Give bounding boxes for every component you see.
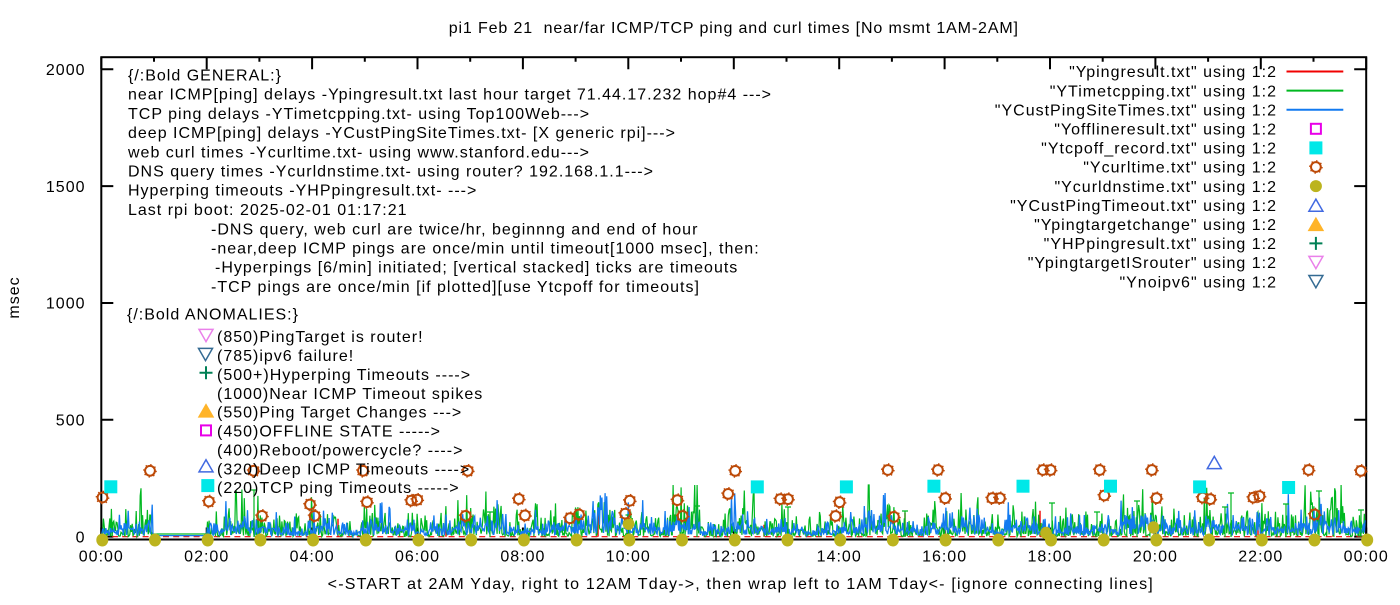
svg-text:(500+)Hyperping Timeouts ---->: (500+)Hyperping Timeouts ----> (217, 367, 471, 384)
svg-text:DNS query times -Ycurldnstime.: DNS query times -Ycurldnstime.txt- using… (128, 164, 654, 181)
svg-text:"Ytcpoff_record.txt" using 1:2: "Ytcpoff_record.txt" using 1:2 (1041, 141, 1277, 158)
svg-text:04:00: 04:00 (290, 549, 335, 566)
svg-text:(550)Ping Target Changes --->: (550)Ping Target Changes ---> (217, 405, 462, 422)
svg-text:"YpingtargetISrouter" using 1:: "YpingtargetISrouter" using 1:2 (1028, 255, 1277, 272)
svg-text:(400)Reboot/powercycle? ---->: (400)Reboot/powercycle? ----> (217, 443, 463, 460)
svg-text:0: 0 (76, 529, 86, 546)
svg-text:-TCP pings are once/min [if pl: -TCP pings are once/min [if plotted][use… (211, 279, 700, 296)
svg-text:"Ycurltime.txt" using 1:2: "Ycurltime.txt" using 1:2 (1083, 160, 1277, 177)
svg-text:{/:Bold GENERAL:}: {/:Bold GENERAL:} (128, 68, 282, 85)
svg-text:-near,deep ICMP pings are once: -near,deep ICMP pings are once/min until… (211, 241, 760, 258)
svg-text:near ICMP[ping] delays -Ypingr: near ICMP[ping] delays -Ypingresult.txt … (128, 87, 772, 104)
svg-text:(220)TCP ping Timeouts ----->: (220)TCP ping Timeouts -----> (217, 480, 460, 497)
svg-text:14:00: 14:00 (817, 549, 862, 566)
svg-text:"Ycurldnstime.txt" using 1:2: "Ycurldnstime.txt" using 1:2 (1054, 179, 1277, 196)
svg-text:16:00: 16:00 (922, 549, 967, 566)
svg-text:"Yofflineresult.txt" using 1:2: "Yofflineresult.txt" using 1:2 (1054, 122, 1277, 139)
svg-text:06:00: 06:00 (395, 549, 440, 566)
svg-text:"Ypingtargetchange" using 1:2: "Ypingtargetchange" using 1:2 (1034, 217, 1277, 234)
svg-text:"YTimetcpping.txt" using 1:2: "YTimetcpping.txt" using 1:2 (1050, 83, 1277, 100)
svg-text:"YCustPingSiteTimes.txt" using: "YCustPingSiteTimes.txt" using 1:2 (995, 102, 1277, 119)
svg-text:00:00: 00:00 (1344, 549, 1389, 566)
svg-text:(450)OFFLINE STATE ----->: (450)OFFLINE STATE -----> (217, 424, 441, 441)
svg-text:"Ynoipv6" using 1:2: "Ynoipv6" using 1:2 (1119, 274, 1277, 291)
svg-text:deep ICMP[ping] delays -YCustP: deep ICMP[ping] delays -YCustPingSiteTim… (128, 125, 676, 142)
svg-text:(320)Deep ICMP Timeouts ---->: (320)Deep ICMP Timeouts ----> (217, 462, 470, 479)
svg-text:pi1 Feb 21 near/far ICMP/TCP: pi1 Feb 21 near/far ICMP/TCP ping and cu… (449, 20, 1019, 37)
svg-text:TCP ping delays -YTimetcpping.: TCP ping delays -YTimetcpping.txt- using… (128, 106, 590, 123)
svg-text:"YCustPingTimeout.txt" using 1: "YCustPingTimeout.txt" using 1:2 (1010, 198, 1277, 215)
svg-text:08:00: 08:00 (500, 549, 545, 566)
svg-text:{/:Bold ANOMALIES:}: {/:Bold ANOMALIES:} (127, 307, 299, 324)
svg-text:18:00: 18:00 (1027, 549, 1072, 566)
svg-text:10:00: 10:00 (606, 549, 651, 566)
svg-text:500: 500 (56, 413, 86, 430)
svg-text:(1000)Near ICMP Timeout spikes: (1000)Near ICMP Timeout spikes (217, 386, 483, 403)
svg-text:02:00: 02:00 (184, 549, 229, 566)
svg-text:(785)ipv6 failure!: (785)ipv6 failure! (217, 348, 354, 365)
svg-text:(850)PingTarget is router!: (850)PingTarget is router! (217, 329, 424, 346)
svg-text:22:00: 22:00 (1238, 549, 1283, 566)
svg-text:Last rpi boot: 2025-02-01 01:1: Last rpi boot: 2025-02-01 01:17:21 (128, 202, 408, 219)
svg-text:12:00: 12:00 (711, 549, 756, 566)
svg-text:"Ypingresult.txt" using 1:2: "Ypingresult.txt" using 1:2 (1069, 64, 1277, 81)
svg-text:20:00: 20:00 (1133, 549, 1178, 566)
svg-text:00:00: 00:00 (79, 549, 124, 566)
svg-text:<-START at 2AM Yday, right to: <-START at 2AM Yday, right to 12AM Tday-… (328, 576, 1154, 593)
svg-text:2000: 2000 (46, 62, 86, 79)
svg-text:1500: 1500 (46, 179, 86, 196)
svg-text:-Hyperpings [6/min] initiated;: -Hyperpings [6/min] initiated; [vertical… (215, 260, 738, 277)
svg-text:1000: 1000 (46, 296, 86, 313)
svg-text:msec: msec (6, 276, 23, 318)
svg-text:-DNS query, web curl are twice: -DNS query, web curl are twice/hr, begin… (211, 221, 698, 238)
svg-text:web curl times -Ycurltime.txt-: web curl times -Ycurltime.txt- using www… (127, 144, 590, 161)
svg-text:"YHPpingresult.txt" using 1:2: "YHPpingresult.txt" using 1:2 (1044, 236, 1277, 253)
svg-text:Hyperping timeouts -YHPpingres: Hyperping timeouts -YHPpingresult.txt- -… (128, 183, 477, 200)
